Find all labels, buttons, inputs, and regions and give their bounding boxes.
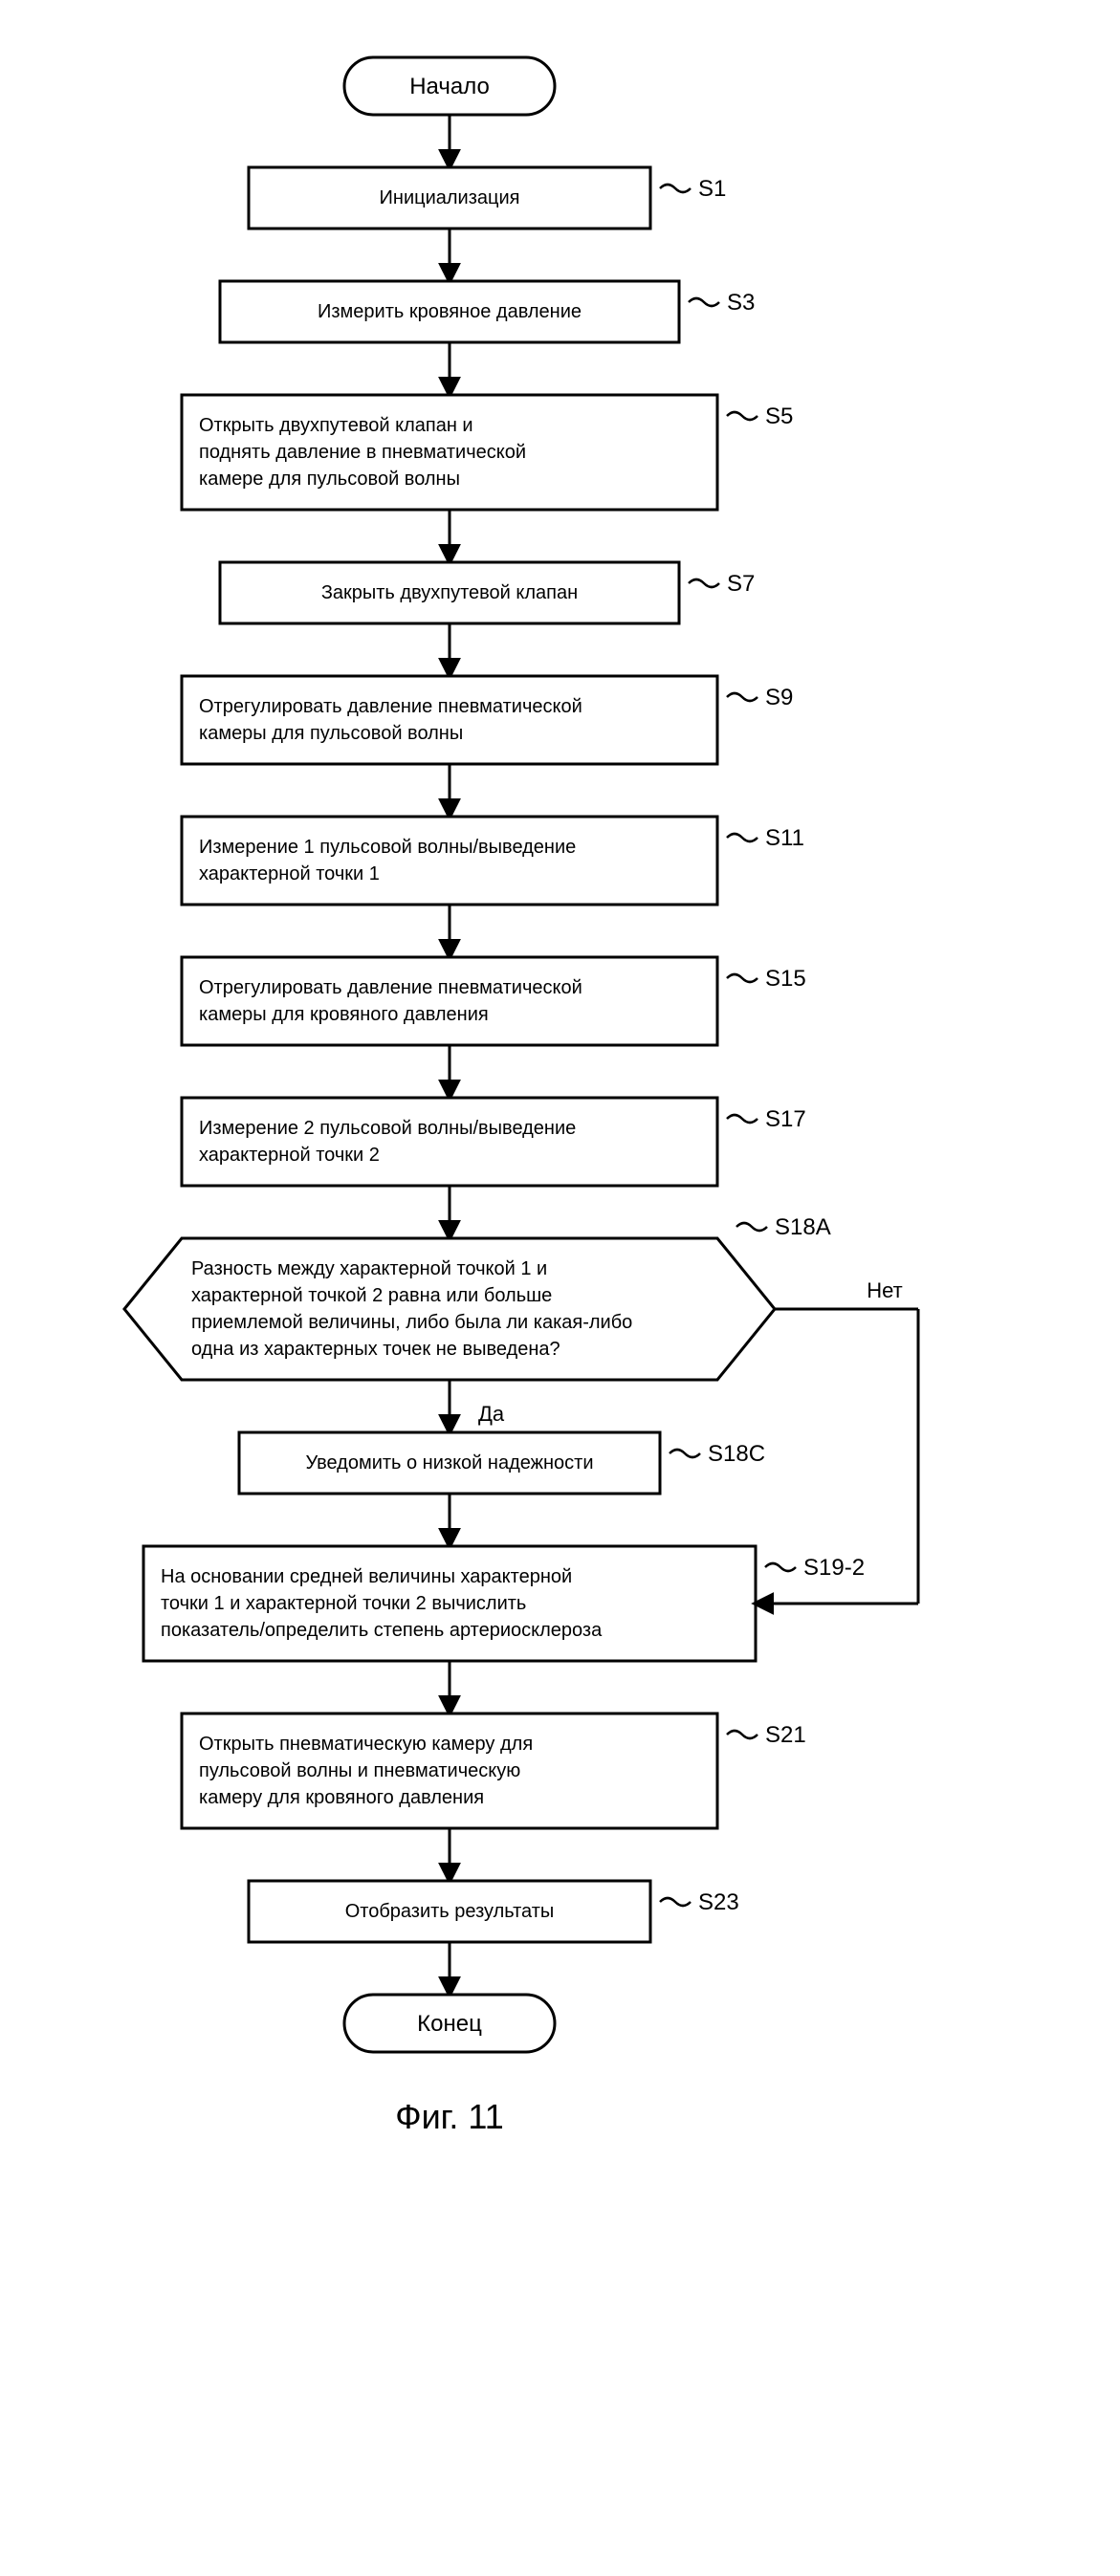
svg-text:камеры для кровяного давления: камеры для кровяного давления (199, 1004, 489, 1025)
svg-text:камеры для пульсовой волны: камеры для пульсовой волны (199, 723, 463, 744)
svg-text:S17: S17 (765, 1106, 806, 1132)
svg-text:Инициализация: Инициализация (380, 187, 520, 208)
svg-text:Открыть двухпутевой клапан и: Открыть двухпутевой клапан и (199, 415, 473, 436)
svg-text:характерной точкой 2 равна или: характерной точкой 2 равна или больше (191, 1285, 552, 1306)
svg-text:поднять давление в пневматичес: поднять давление в пневматической (199, 442, 526, 463)
svg-text:показатель/определить степень: показатель/определить степень артериоскл… (161, 1620, 603, 1641)
svg-text:пульсовой волны и пневматическ: пульсовой волны и пневматическую (199, 1760, 520, 1781)
svg-text:S18A: S18A (775, 1214, 831, 1240)
svg-text:Измерение 2 пульсовой волны/вы: Измерение 2 пульсовой волны/выведение (199, 1118, 576, 1139)
svg-text:Фиг. 11: Фиг. 11 (395, 2097, 504, 2136)
svg-text:Начало: Начало (409, 74, 490, 99)
svg-text:S23: S23 (698, 1889, 739, 1915)
svg-text:S21: S21 (765, 1722, 806, 1748)
svg-text:Измерить кровяное давление: Измерить кровяное давление (318, 301, 582, 322)
svg-text:S11: S11 (765, 825, 804, 851)
svg-text:S15: S15 (765, 966, 806, 992)
svg-text:точки 1 и характерной точки 2: точки 1 и характерной точки 2 вычислить (161, 1593, 526, 1614)
flowchart-diagram: Начало Инициализация S1 Измерить кровяное д… (19, 19, 1120, 2557)
svg-text:Разность между характерной точ: Разность между характерной точкой 1 и (191, 1258, 547, 1279)
svg-text:Нет: Нет (867, 1278, 902, 1302)
svg-text:S1: S1 (698, 176, 726, 202)
svg-text:S9: S9 (765, 685, 793, 710)
svg-text:характерной точки 2: характерной точки 2 (199, 1145, 380, 1166)
svg-text:камере для пульсовой волны: камере для пульсовой волны (199, 469, 460, 490)
svg-text:Да: Да (478, 1402, 505, 1426)
svg-text:Уведомить о низкой надежности: Уведомить о низкой надежности (305, 1452, 593, 1474)
svg-text:Отобразить результаты: Отобразить результаты (345, 1901, 555, 1922)
svg-text:S19-2: S19-2 (803, 1555, 865, 1581)
svg-text:S7: S7 (727, 571, 755, 597)
svg-text:Отрегулировать давление пневма: Отрегулировать давление пневматической (199, 696, 582, 717)
svg-text:одна из характерных точек не в: одна из характерных точек не выведена? (191, 1339, 560, 1360)
svg-text:Закрыть двухпутевой клапан: Закрыть двухпутевой клапан (321, 582, 578, 603)
svg-text:S3: S3 (727, 290, 755, 316)
svg-text:На основании средней величины: На основании средней величины характерно… (161, 1566, 572, 1587)
svg-text:приемлемой величины, либо была: приемлемой величины, либо была ли какая-… (191, 1312, 632, 1333)
svg-text:S18C: S18C (708, 1441, 765, 1467)
svg-text:Отрегулировать давление пневма: Отрегулировать давление пневматической (199, 977, 582, 998)
svg-text:Конец: Конец (417, 2011, 482, 2037)
svg-text:Открыть пневматическую камеру: Открыть пневматическую камеру для (199, 1734, 533, 1755)
svg-text:Измерение 1 пульсовой волны/вы: Измерение 1 пульсовой волны/выведение (199, 837, 576, 858)
svg-text:характерной точки 1: характерной точки 1 (199, 863, 380, 884)
svg-text:S5: S5 (765, 404, 793, 429)
svg-text:камеру для кровяного давления: камеру для кровяного давления (199, 1787, 484, 1808)
